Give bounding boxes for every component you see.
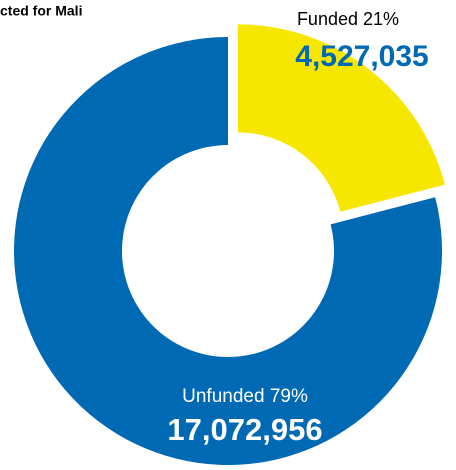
donut-slice	[237, 24, 445, 212]
category-name: Unfunded	[182, 386, 264, 407]
percent-label: 21%	[363, 9, 399, 29]
slice-label: Funded 21%	[297, 9, 399, 29]
value-label: 17,072,956	[167, 412, 322, 447]
chart-title: cted for Mali	[0, 3, 82, 19]
donut-slice	[13, 37, 442, 465]
slice-label: Unfunded 79%	[182, 386, 308, 407]
percent-label: 79%	[270, 386, 308, 407]
category-name: Funded	[297, 9, 358, 29]
value-label: 4,527,035	[295, 40, 428, 73]
